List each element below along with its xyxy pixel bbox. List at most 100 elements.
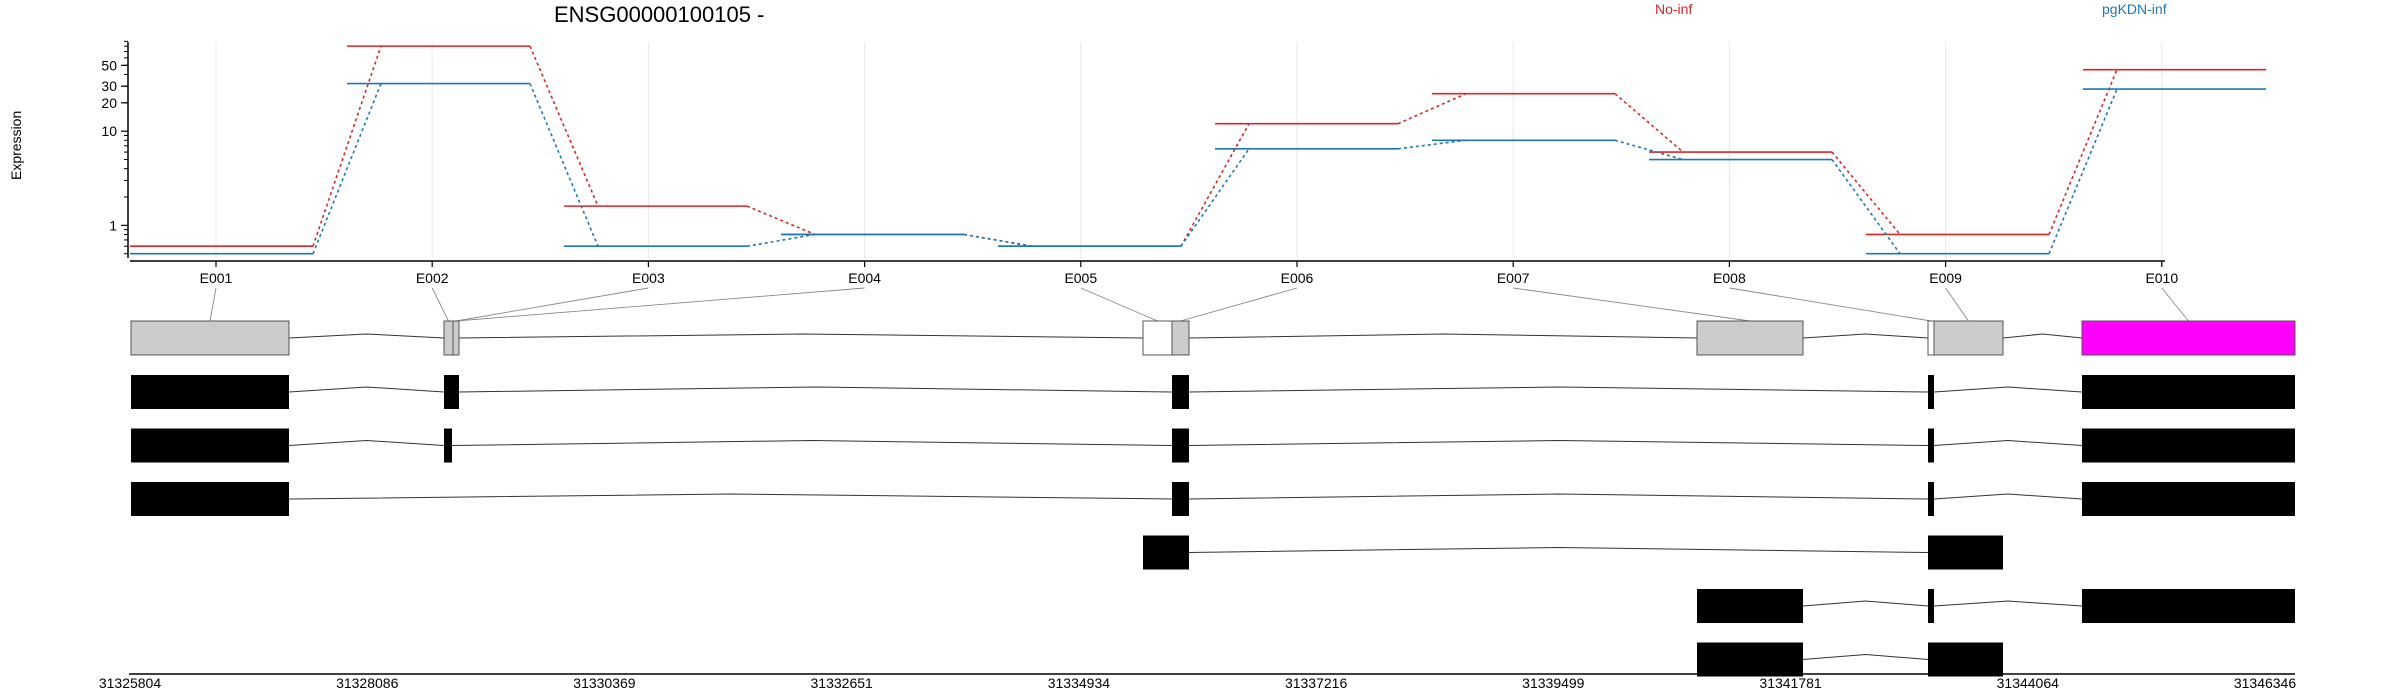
exon-connector [1513, 287, 1751, 322]
transcript-exon [2082, 375, 2295, 409]
transcript-exon [131, 428, 289, 463]
series-transition [312, 45, 382, 247]
transcript-exon [1928, 535, 2003, 570]
exon-block [1927, 320, 1935, 356]
intron-line [1802, 333, 1929, 339]
intron-line [1188, 333, 1698, 339]
x-tick-label-e010: E010 [2145, 270, 2178, 286]
transcript-intron [1188, 493, 1929, 500]
exon-block [1171, 320, 1190, 356]
exon-block [2081, 320, 2296, 356]
transcript-exon [444, 428, 452, 463]
exon-block [1696, 320, 1804, 356]
exon-connector [455, 287, 649, 322]
x-tick-label-e001: E001 [200, 270, 233, 286]
transcript-row [1143, 535, 2003, 570]
exon-connector [1945, 287, 1969, 322]
transcript-exon [1172, 482, 1189, 516]
y-tick-label: 20 [101, 95, 117, 111]
transcript-intron [288, 386, 445, 393]
transcript-row [1697, 642, 2003, 677]
transcript-intron [1802, 653, 1929, 660]
genomic-tick-label: 31334934 [1048, 675, 1111, 691]
plot-grid [215, 42, 2163, 258]
exon-block [130, 320, 290, 356]
genomic-tick-label: 31341781 [1759, 675, 1822, 691]
genomic-tick-label: 31325804 [99, 675, 162, 691]
transcript-exon [1697, 642, 1803, 677]
exon-connector [2161, 287, 2189, 322]
transcript-intron [1188, 439, 1929, 446]
transcript-intron [288, 493, 1173, 500]
x-tick-label-e002: E002 [416, 270, 449, 286]
series-transition [1831, 159, 1901, 255]
transcript-exon [1928, 428, 1934, 463]
transcript-exon [2082, 428, 2295, 463]
transcript-exon [1928, 589, 1934, 623]
transcript-intron [1188, 546, 1929, 553]
series-transition [963, 233, 1033, 248]
exon-block [1933, 320, 2004, 356]
transcript-intron [288, 439, 445, 446]
intron-line [288, 333, 445, 339]
series-transition [746, 233, 816, 248]
transcript-intron [451, 439, 1173, 446]
transcript-exon [2082, 482, 2295, 516]
transcript-exon [1172, 375, 1189, 409]
genomic-axis: 31325804 31328086 31330369 31332651 31334934… [99, 673, 2297, 691]
series-transition [1180, 123, 1250, 247]
exon-block [452, 320, 460, 356]
exon-connector [1729, 287, 1932, 322]
series-transition [2048, 69, 2118, 235]
transcript-exon [131, 375, 289, 409]
genomic-tick-label: 31332651 [811, 675, 874, 691]
exon-connectors [209, 287, 2189, 322]
transcripts [131, 375, 2295, 677]
x-tick-label-e004: E004 [848, 270, 881, 286]
y-tick-label: 1 [109, 217, 117, 233]
exon-connector [1180, 287, 1298, 322]
series-transition [1614, 139, 1684, 161]
transcript-intron [1933, 386, 2083, 393]
series-transition [529, 45, 599, 207]
exon-connector [1080, 287, 1158, 322]
transcript-exon [1928, 642, 2003, 677]
y-tick-label: 30 [101, 78, 117, 94]
transcript-row [131, 375, 2295, 409]
transcript-intron [458, 386, 1173, 393]
transcript-intron [1802, 600, 1929, 607]
transcript-intron [1933, 600, 2083, 607]
series-transition [1614, 93, 1684, 153]
genomic-tick-label: 31344064 [1997, 675, 2060, 691]
transcript-intron [1188, 386, 1929, 393]
series-transition [312, 83, 382, 254]
transcript-intron [1933, 439, 2083, 446]
x-tick-label-e007: E007 [1497, 270, 1530, 286]
transcript-exon [1697, 589, 1803, 623]
transcript-exon [2082, 589, 2295, 623]
x-tick-label-e003: E003 [632, 270, 665, 286]
legend-entry-no-inf: No-inf [1655, 1, 1693, 17]
genomic-tick-label: 31337216 [1285, 675, 1348, 691]
legend-entry-pgkdn-inf: pgKDN-inf [2102, 1, 2167, 17]
gene-structure [130, 320, 2296, 356]
y-tick-label: 50 [101, 57, 117, 73]
series-transition [529, 83, 599, 247]
genomic-tick-label: 31346346 [2234, 675, 2297, 691]
x-tick-label-e009: E009 [1929, 270, 1962, 286]
x-axis: E001 E002 E003 E004 E005 E006 E007 E008 E009 E010 [130, 260, 2178, 286]
series-transition [1180, 148, 1250, 247]
x-tick-label-e005: E005 [1064, 270, 1097, 286]
x-tick-label-e006: E006 [1281, 270, 1314, 286]
intron-line [458, 333, 1144, 339]
transcript-exon [1928, 375, 1934, 409]
exon-connector [431, 287, 449, 322]
series-transition [1831, 151, 1901, 235]
genomic-tick-label: 31328086 [336, 675, 399, 691]
series-transition [963, 233, 1033, 248]
transcript-intron [1933, 493, 2083, 500]
exon-connector [455, 287, 865, 322]
series-transition [2048, 88, 2118, 254]
